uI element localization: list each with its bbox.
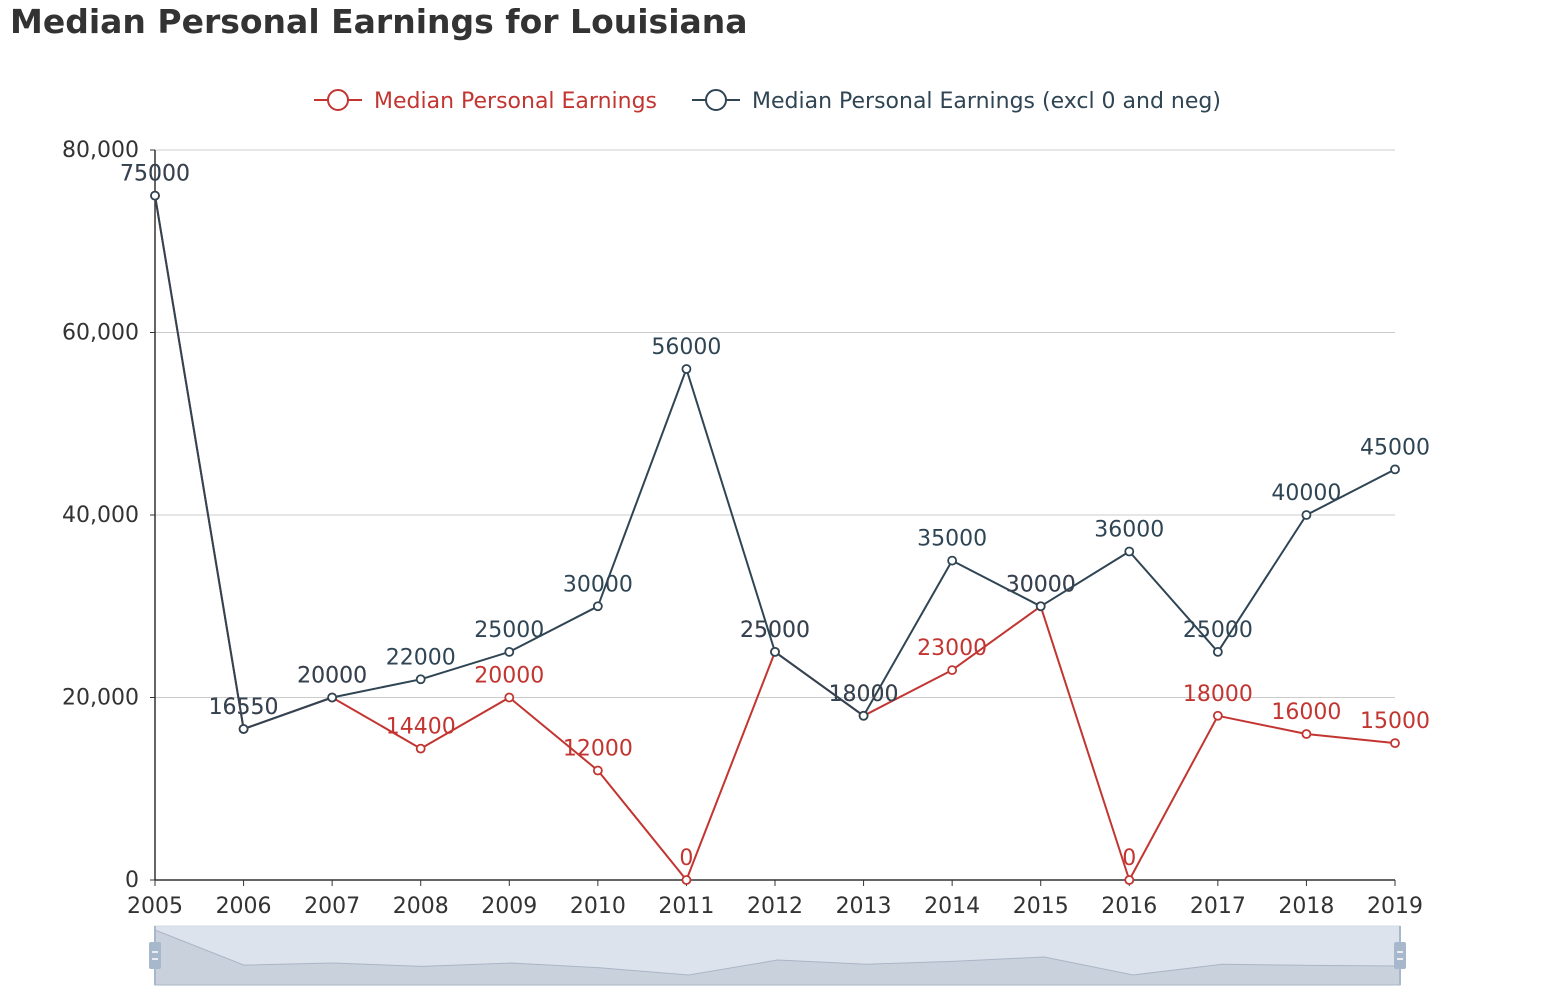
data-label-series-2: 22000 xyxy=(386,645,456,670)
data-label-series-2: 25000 xyxy=(1183,618,1253,643)
grid-lines xyxy=(155,149,1395,698)
data-point-series-2[interactable] xyxy=(327,692,338,703)
data-point-series-1[interactable] xyxy=(1124,875,1135,885)
y-tick-label: 80,000 xyxy=(62,138,139,163)
data-point-series-2[interactable] xyxy=(858,710,869,721)
data-point-series-2[interactable] xyxy=(1124,546,1135,557)
data-point-series-2[interactable] xyxy=(1212,646,1223,657)
data-label-series-1: 30000 xyxy=(1006,572,1076,597)
data-label-series-1: 12000 xyxy=(563,737,633,762)
data-point-series-2[interactable] xyxy=(1301,510,1312,520)
x-tick-label: 2013 xyxy=(836,894,892,919)
zoom-handle-grip-icon xyxy=(149,942,161,969)
data-label-series-2: 36000 xyxy=(1094,518,1164,543)
x-tick-label: 2008 xyxy=(393,894,449,919)
data-label-series-2: 35000 xyxy=(917,527,987,552)
series-group xyxy=(150,190,1400,885)
x-tick-label: 2017 xyxy=(1190,894,1246,919)
legend-marker-icon xyxy=(327,89,349,111)
data-label-series-1: 18000 xyxy=(1183,682,1253,707)
series-line-1 xyxy=(154,195,1396,881)
data-label-series-1: 16000 xyxy=(1271,700,1341,725)
x-tick-label: 2015 xyxy=(1013,894,1069,919)
x-tick-label: 2007 xyxy=(304,894,360,919)
x-tick-label: 2009 xyxy=(481,894,537,919)
y-tick-label: 0 xyxy=(125,868,139,893)
data-label-series-1: 20000 xyxy=(474,664,544,689)
data-point-series-1[interactable] xyxy=(415,743,426,754)
zoom-preview-area xyxy=(154,929,1401,986)
data-point-series-1[interactable] xyxy=(947,665,958,676)
data-point-series-2[interactable] xyxy=(1035,601,1046,612)
data-point-series-2[interactable] xyxy=(947,555,958,566)
data-label-series-2: 30000 xyxy=(1006,572,1076,597)
zoom-handle-left[interactable] xyxy=(149,926,161,985)
data-label-series-2: 30000 xyxy=(563,572,633,597)
y-tick-label: 60,000 xyxy=(62,321,139,346)
zoom-handle-right[interactable] xyxy=(1394,926,1406,985)
x-tick-label: 2006 xyxy=(216,894,272,919)
data-label-series-2: 45000 xyxy=(1360,435,1430,460)
data-label-series-2: 20000 xyxy=(297,664,367,689)
data-point-series-2[interactable] xyxy=(592,601,603,612)
data-zoom-slider[interactable] xyxy=(149,925,1406,986)
axes: 0 20,000 40,000 60,000 80,000 2005 2006 2007 200… xyxy=(62,138,1423,919)
data-point-series-1[interactable] xyxy=(1390,738,1400,749)
data-label-series-1: 23000 xyxy=(917,636,987,661)
x-tick-label: 2019 xyxy=(1367,894,1423,919)
data-label-series-1: 16550 xyxy=(209,695,279,720)
page-title: Median Personal Earnings for Louisiana xyxy=(10,2,748,41)
x-tick-label: 2018 xyxy=(1278,894,1334,919)
legend-item-2[interactable]: Median Personal Earnings (excl 0 and neg… xyxy=(692,89,1221,114)
x-tick-label: 2012 xyxy=(747,894,803,919)
data-point-series-1[interactable] xyxy=(592,765,603,776)
data-point-series-1[interactable] xyxy=(1301,729,1312,739)
x-tick-label: 2016 xyxy=(1101,894,1157,919)
data-label-series-1: 15000 xyxy=(1360,709,1430,734)
data-label-series-1: 20000 xyxy=(297,664,367,689)
data-label-series-2: 18000 xyxy=(829,682,899,707)
legend-marker-icon xyxy=(705,89,727,111)
x-tick-label: 2010 xyxy=(570,894,626,919)
data-label-series-1: 14400 xyxy=(386,715,456,740)
x-tick-label: 2005 xyxy=(127,894,183,919)
x-tick-label: 2011 xyxy=(658,894,714,919)
legend-label: Median Personal Earnings xyxy=(374,89,657,114)
x-tick-label: 2014 xyxy=(924,894,980,919)
data-label-series-2: 56000 xyxy=(651,335,721,360)
data-label-series-1: 18000 xyxy=(829,682,899,707)
legend-label: Median Personal Earnings (excl 0 and neg… xyxy=(752,89,1221,114)
data-label-series-2: 75000 xyxy=(120,162,190,187)
data-label-series-2: 16550 xyxy=(209,695,279,720)
data-point-series-2[interactable] xyxy=(238,724,249,734)
legend[interactable]: Median Personal Earnings Median Personal … xyxy=(314,89,1221,114)
data-point-series-2[interactable] xyxy=(1390,464,1400,475)
data-point-series-2[interactable] xyxy=(504,646,515,657)
data-label-series-2: 25000 xyxy=(740,618,810,643)
data-label-series-1: 25000 xyxy=(740,618,810,643)
data-label-series-2: 40000 xyxy=(1271,481,1341,506)
data-point-series-1[interactable] xyxy=(681,875,692,885)
zoom-handle-grip-icon xyxy=(1394,942,1406,969)
data-point-series-2[interactable] xyxy=(681,364,692,374)
data-label-series-1: 75000 xyxy=(120,162,190,187)
data-label-series-1: 0 xyxy=(679,846,693,871)
data-point-series-2[interactable] xyxy=(415,674,426,685)
y-tick-label: 20,000 xyxy=(62,686,139,711)
data-point-series-1[interactable] xyxy=(1212,710,1223,721)
data-labels: 75000 16550 20000 14400 20000 12000 0 25000 1800… xyxy=(120,162,1430,871)
y-tick-label: 40,000 xyxy=(62,503,139,528)
data-point-series-2[interactable] xyxy=(770,646,780,657)
data-point-series-2[interactable] xyxy=(150,190,160,201)
legend-item-1[interactable]: Median Personal Earnings xyxy=(314,89,657,114)
data-label-series-1: 0 xyxy=(1122,846,1136,871)
data-point-series-1[interactable] xyxy=(504,692,515,703)
data-label-series-2: 25000 xyxy=(474,618,544,643)
